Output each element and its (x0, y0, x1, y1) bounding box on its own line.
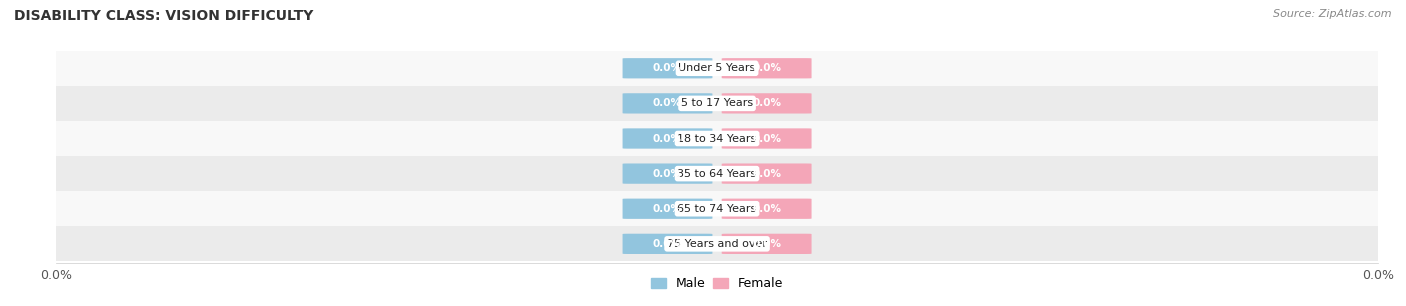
Bar (56, 121, 1378, 156)
Text: DISABILITY CLASS: VISION DIFFICULTY: DISABILITY CLASS: VISION DIFFICULTY (14, 9, 314, 23)
Bar (56, 226, 1378, 261)
FancyBboxPatch shape (721, 93, 811, 114)
Text: 0.0%: 0.0% (752, 169, 782, 179)
Text: 0.0%: 0.0% (752, 63, 782, 73)
FancyBboxPatch shape (623, 234, 713, 254)
FancyBboxPatch shape (623, 58, 713, 78)
Text: 65 to 74 Years: 65 to 74 Years (678, 204, 756, 214)
FancyBboxPatch shape (623, 93, 713, 114)
Text: Source: ZipAtlas.com: Source: ZipAtlas.com (1274, 9, 1392, 19)
Text: 75 Years and over: 75 Years and over (666, 239, 768, 249)
FancyBboxPatch shape (721, 234, 811, 254)
Bar (56, 86, 1378, 121)
Text: 0.0%: 0.0% (752, 99, 782, 108)
Text: 5 to 17 Years: 5 to 17 Years (681, 99, 754, 108)
FancyBboxPatch shape (721, 199, 811, 219)
Text: 18 to 34 Years: 18 to 34 Years (678, 133, 756, 144)
FancyBboxPatch shape (623, 199, 713, 219)
Bar (56, 191, 1378, 226)
FancyBboxPatch shape (623, 128, 713, 149)
Text: 0.0%: 0.0% (752, 239, 782, 249)
Text: 0.0%: 0.0% (652, 169, 682, 179)
Bar (56, 51, 1378, 86)
Text: 0.0%: 0.0% (652, 133, 682, 144)
Legend: Male, Female: Male, Female (645, 272, 789, 296)
Text: 0.0%: 0.0% (752, 204, 782, 214)
Text: 0.0%: 0.0% (652, 204, 682, 214)
Text: 35 to 64 Years: 35 to 64 Years (678, 169, 756, 179)
Bar (56, 156, 1378, 191)
Text: 0.0%: 0.0% (752, 133, 782, 144)
FancyBboxPatch shape (721, 58, 811, 78)
FancyBboxPatch shape (721, 163, 811, 184)
FancyBboxPatch shape (721, 128, 811, 149)
Text: Under 5 Years: Under 5 Years (679, 63, 755, 73)
Text: 0.0%: 0.0% (652, 239, 682, 249)
Text: 0.0%: 0.0% (652, 99, 682, 108)
FancyBboxPatch shape (623, 163, 713, 184)
Text: 0.0%: 0.0% (652, 63, 682, 73)
